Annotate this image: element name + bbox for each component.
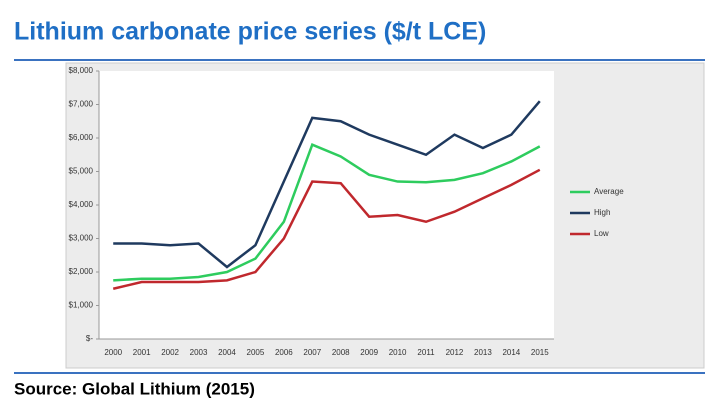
plot-area (99, 71, 554, 339)
x-tick-label: 2014 (502, 348, 520, 357)
x-tick-label: 2012 (446, 348, 464, 357)
x-tick-label: 2010 (389, 348, 407, 357)
legend-label: High (594, 208, 610, 217)
y-tick-label: $- (86, 334, 93, 343)
y-tick-label: $5,000 (69, 167, 94, 176)
series-line (112, 168, 541, 290)
y-tick-label: $7,000 (69, 100, 94, 109)
source: Source: Global Lithium (2015) (14, 379, 255, 398)
y-tick-label: $6,000 (69, 133, 94, 142)
x-tick-label: 2006 (275, 348, 293, 357)
legend-label: Low (594, 229, 609, 238)
x-tick-label: 2007 (303, 348, 321, 357)
series-line (113, 100, 541, 269)
x-tick-label: 2005 (247, 348, 265, 357)
x-tick-label: 2008 (332, 348, 350, 357)
legend-label: Average (594, 187, 624, 196)
x-tick-label: 2013 (474, 348, 492, 357)
y-tick-label: $8,000 (69, 66, 94, 75)
x-tick-label: 2002 (161, 348, 179, 357)
x-tick-label: 2001 (133, 348, 151, 357)
chart-title: Lithium carbonate price series ($/t LCE) (14, 18, 486, 46)
y-tick-label: $1,000 (69, 301, 94, 310)
y-tick-label: $2,000 (69, 267, 94, 276)
y-tick-label: $4,000 (69, 200, 94, 209)
series-line (113, 143, 541, 282)
x-tick-label: 2003 (190, 348, 208, 357)
x-tick-label: 2015 (531, 348, 549, 357)
x-tick-label: 2009 (360, 348, 378, 357)
x-tick-label: 2004 (218, 348, 236, 357)
x-tick-label: 2011 (417, 348, 435, 357)
x-tick-label: 2000 (104, 348, 122, 357)
y-tick-label: $3,000 (69, 234, 94, 243)
